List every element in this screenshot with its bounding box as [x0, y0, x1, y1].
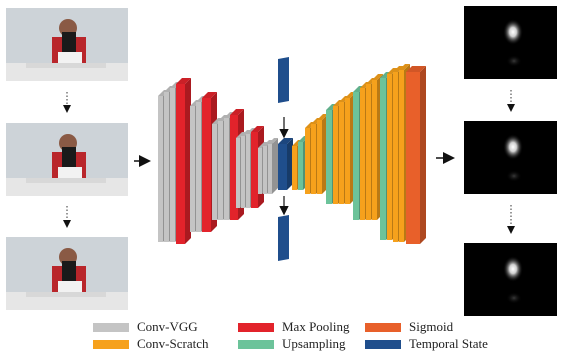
saliency-map [464, 243, 557, 316]
layer-slab-max-pooling [176, 78, 191, 244]
legend-swatch [365, 322, 401, 332]
legend-swatch [365, 339, 401, 349]
layer-slab-sigmoid [406, 66, 426, 244]
output-maps [464, 6, 557, 316]
legend-swatch [238, 339, 274, 349]
layer-slab-conv-vgg [268, 138, 278, 194]
temporal-state-block [278, 215, 289, 261]
input-frame [6, 123, 128, 196]
input-frame [6, 237, 128, 310]
legend-item-conv-scratch: Conv-Scratch [93, 336, 209, 351]
legend-label: Conv-Scratch [137, 336, 209, 351]
input-frame [6, 8, 128, 81]
legend-label: Upsampling [282, 336, 346, 351]
temporal-state-block [278, 57, 289, 103]
legend-swatch [93, 322, 129, 332]
legend-item-temporal-state: Temporal State [365, 336, 488, 351]
layer-slab-temporal-state [278, 138, 293, 190]
legend-swatch [93, 339, 129, 349]
saliency-map [464, 6, 557, 79]
temporal-state-blocks [278, 57, 289, 261]
legend-label: Conv-VGG [137, 319, 198, 334]
saliency-map [464, 121, 557, 194]
input-frames [6, 8, 128, 310]
network-layers [158, 64, 426, 244]
legend-label: Max Pooling [282, 319, 350, 334]
legend-item-sigmoid: Sigmoid [365, 319, 454, 334]
legend-item-upsampling: Upsampling [238, 336, 346, 351]
legend-item-max-pooling: Max Pooling [238, 319, 350, 334]
legend-swatch [238, 322, 274, 332]
legend-label: Temporal State [409, 336, 488, 351]
legend-item-conv-vgg: Conv-VGG [93, 319, 198, 334]
legend-label: Sigmoid [409, 319, 454, 334]
